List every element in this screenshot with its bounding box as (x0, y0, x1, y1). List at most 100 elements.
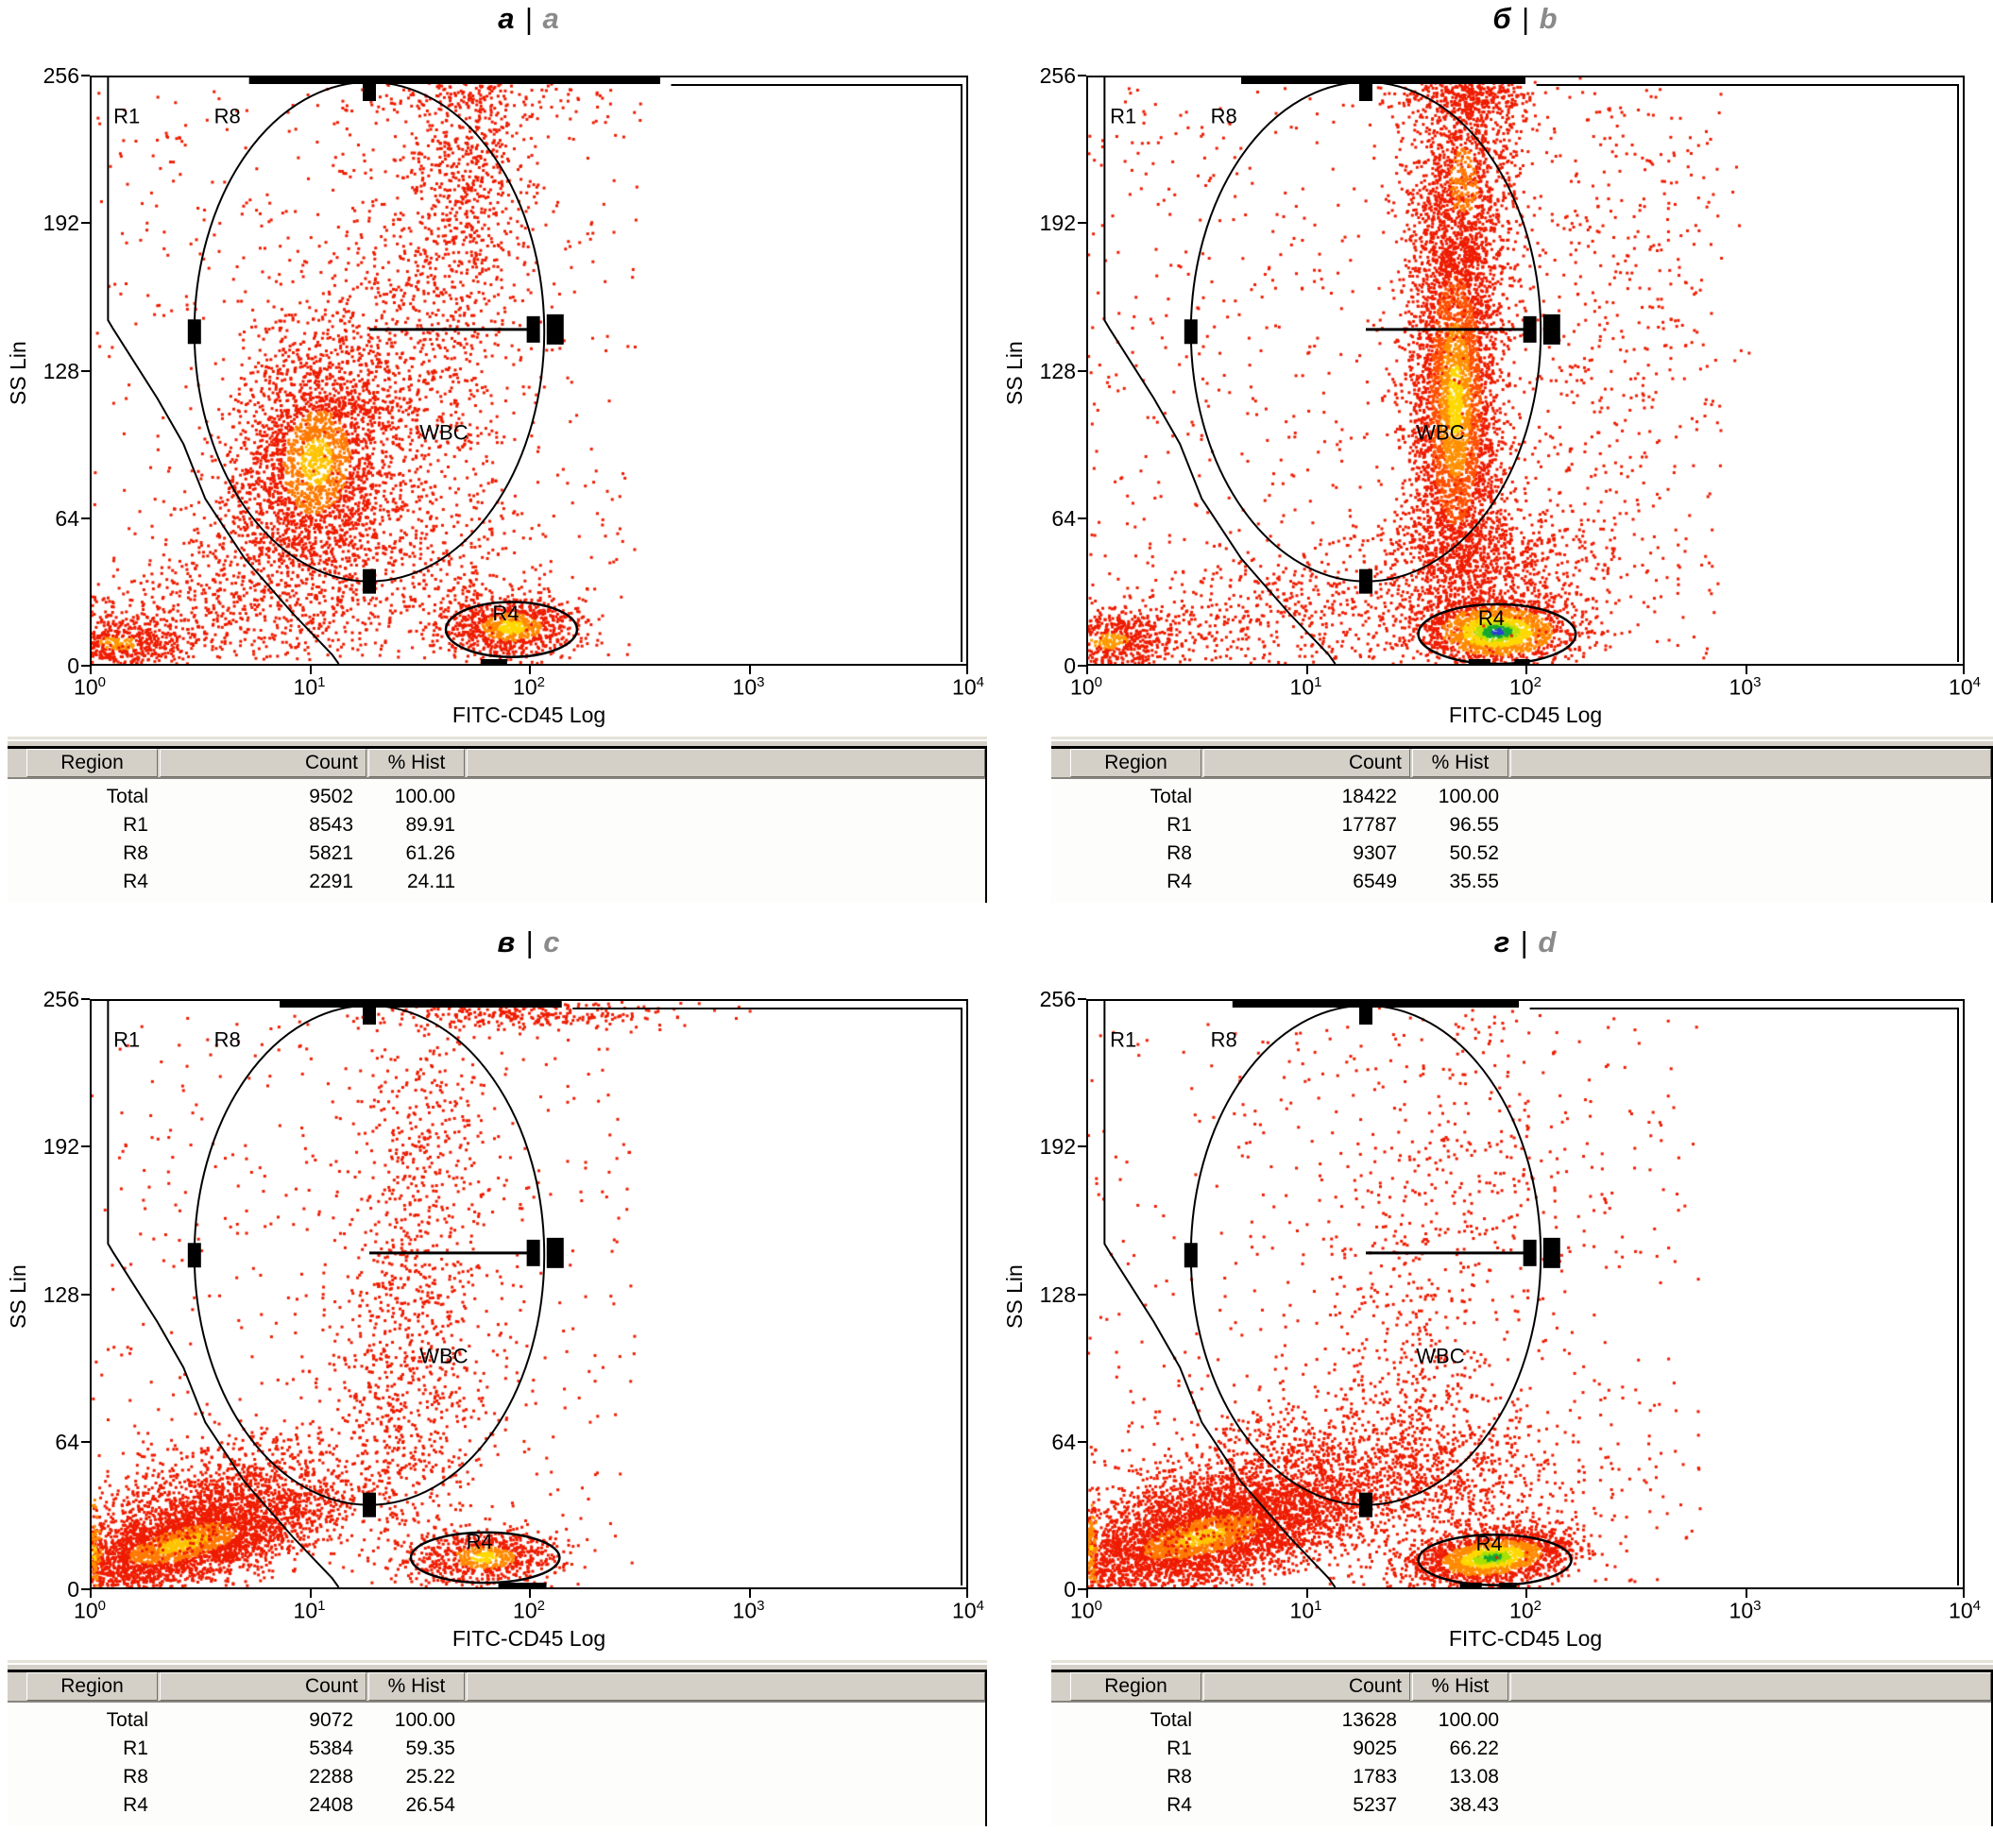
gate-handle-left[interactable] (187, 319, 201, 345)
panel-c: в | c SS Lin R1 R8 WBC R4 FITC-CD45 Log Regio… (0, 924, 996, 1847)
count-cell: 9502 (309, 786, 353, 807)
column-header-region[interactable]: Region (1070, 749, 1201, 777)
panel-d-title-cyrillic: г (1493, 925, 1511, 958)
pct-cell: 96.55 (1449, 814, 1499, 836)
region-cell: Total (106, 786, 148, 807)
y-tick-mark (81, 1293, 90, 1296)
count-cell: 5237 (1353, 1794, 1397, 1816)
column-header-count[interactable]: Count (160, 1672, 366, 1701)
x-axis-label: FITC-CD45 Log (451, 1626, 606, 1651)
gate-handle-top[interactable] (1359, 80, 1373, 101)
y-tick-label: 0 (67, 653, 79, 678)
gate-label-wbc: WBC (419, 420, 468, 444)
panel-d-title: г | d (1086, 925, 1965, 959)
x-axis-label: FITC-CD45 Log (451, 703, 606, 727)
gate-r1-polyline[interactable] (107, 77, 340, 664)
y-tick-mark (81, 369, 90, 372)
gate-handle-bottom[interactable] (363, 1492, 377, 1517)
column-header-count[interactable]: Count (160, 749, 366, 777)
gate-handle-top[interactable] (363, 80, 377, 101)
column-header-pct-hist[interactable]: % Hist (368, 1672, 465, 1701)
event-dot-cloud (1088, 77, 1963, 664)
gate-overlay: R1 R8 WBC R4 (107, 1001, 962, 1587)
gate-label-r8: R8 (1211, 1028, 1237, 1052)
table-row: Total 13628 100.00 (1051, 1707, 1991, 1736)
gate-handle-bottom[interactable] (1359, 568, 1373, 594)
wbc-handle-inner[interactable] (1523, 1239, 1537, 1266)
wbc-handle-outer[interactable] (546, 314, 564, 345)
x-tick-mark (309, 1589, 312, 1598)
gate-r8-ellipse[interactable] (1189, 1004, 1542, 1506)
gate-handle-bottom[interactable] (1359, 1492, 1373, 1517)
gate-r8-ellipse[interactable] (193, 1004, 546, 1506)
x-tick-label: 101 (1289, 1598, 1322, 1623)
pct-cell: 100.00 (1438, 786, 1499, 807)
column-header-pct-hist[interactable]: % Hist (1412, 749, 1508, 777)
gate-handle-top[interactable] (1359, 1004, 1373, 1025)
y-tick-mark (1078, 1440, 1086, 1443)
column-header-pct-hist[interactable]: % Hist (1412, 1672, 1508, 1701)
column-header-count[interactable]: Count (1203, 1672, 1410, 1701)
wbc-handle-outer[interactable] (1542, 314, 1560, 345)
column-header-region[interactable]: Region (1070, 1672, 1201, 1701)
table-body: Total 9502 100.00 R1 8543 89.91 R8 5821 61.26 … (8, 780, 985, 903)
x-tick-label: 103 (1729, 674, 1762, 700)
gate-label-r8: R8 (1211, 105, 1237, 128)
gate-r8-ellipse[interactable] (1189, 80, 1542, 583)
gate-r4-ellipse[interactable] (444, 601, 579, 658)
count-cell: 17787 (1341, 814, 1397, 836)
y-tick-mark (81, 665, 90, 667)
y-tick-label: 256 (1039, 63, 1076, 88)
count-cell: 9307 (1353, 842, 1397, 864)
gate-r4-ellipse[interactable] (409, 1531, 561, 1585)
scatter-plot-b: R1 R8 WBC R4 (1086, 76, 1965, 666)
x-tick-label: 103 (1729, 1598, 1762, 1623)
gate-handle-top[interactable] (363, 1004, 377, 1025)
x-tick-label: 100 (74, 1598, 106, 1623)
gate-handle-left[interactable] (1184, 1243, 1198, 1268)
gate-handle-left[interactable] (1184, 319, 1198, 345)
region-stats-table-d: Region Count % Hist Total 13628 100.00 R1 9… (1051, 1660, 1993, 1826)
gate-overlay: R1 R8 WBC R4 (1103, 1001, 1959, 1587)
x-tick-label: 101 (293, 674, 326, 700)
wbc-handle-inner[interactable] (526, 1239, 540, 1266)
region-cell: R4 (1167, 871, 1192, 892)
title-separator: | (524, 2, 534, 35)
pct-cell: 66.22 (1449, 1738, 1499, 1759)
column-header-region[interactable]: Region (26, 1672, 158, 1701)
wbc-handle-inner[interactable] (1523, 315, 1537, 343)
y-tick-mark (81, 1588, 90, 1590)
table-body: Total 18422 100.00 R1 17787 96.55 R8 9307 50.5… (1051, 780, 1991, 903)
gate-handle-left[interactable] (187, 1243, 201, 1268)
wbc-handle-inner[interactable] (526, 315, 540, 343)
gate-r8-ellipse[interactable] (193, 80, 546, 583)
column-header-region[interactable]: Region (26, 749, 158, 777)
wbc-handle-outer[interactable] (546, 1237, 564, 1268)
table-row: R8 1783 13.08 (1051, 1764, 1991, 1792)
column-header-count[interactable]: Count (1203, 749, 1410, 777)
y-tick-mark (81, 1145, 90, 1148)
gate-r1-polyline[interactable] (107, 1001, 340, 1587)
column-header-pct-hist[interactable]: % Hist (368, 749, 465, 777)
table-top-strip (8, 1660, 987, 1670)
region-stats-table-c: Region Count % Hist Total 9072 100.00 R1 53… (8, 1660, 987, 1826)
gate-r1-polyline[interactable] (1103, 77, 1337, 664)
wbc-handle-outer[interactable] (1542, 1237, 1560, 1268)
saturated-events-bar (1241, 77, 1525, 84)
x-tick-mark (748, 1589, 751, 1598)
gate-handle-bottom[interactable] (363, 568, 377, 594)
gate-r1-polyline[interactable] (1103, 1001, 1337, 1587)
y-tick-label: 128 (43, 358, 79, 383)
region-cell: R1 (1167, 1738, 1192, 1759)
region-stats-table-b: Region Count % Hist Total 18422 100.00 R1 1… (1051, 737, 1993, 903)
x-tick-label: 104 (952, 674, 984, 700)
gate-r4-ellipse[interactable] (1417, 1533, 1573, 1586)
event-dot-cloud (92, 77, 966, 664)
gate-r4-ellipse[interactable] (1417, 602, 1577, 664)
scatter-plot-c: R1 R8 WBC R4 (90, 999, 968, 1589)
count-cell: 2291 (309, 871, 353, 892)
column-header-filler (467, 749, 985, 777)
x-tick-label: 101 (1289, 674, 1322, 700)
x-tick-mark (1525, 1589, 1527, 1598)
event-dot-cloud (1088, 1001, 1963, 1587)
